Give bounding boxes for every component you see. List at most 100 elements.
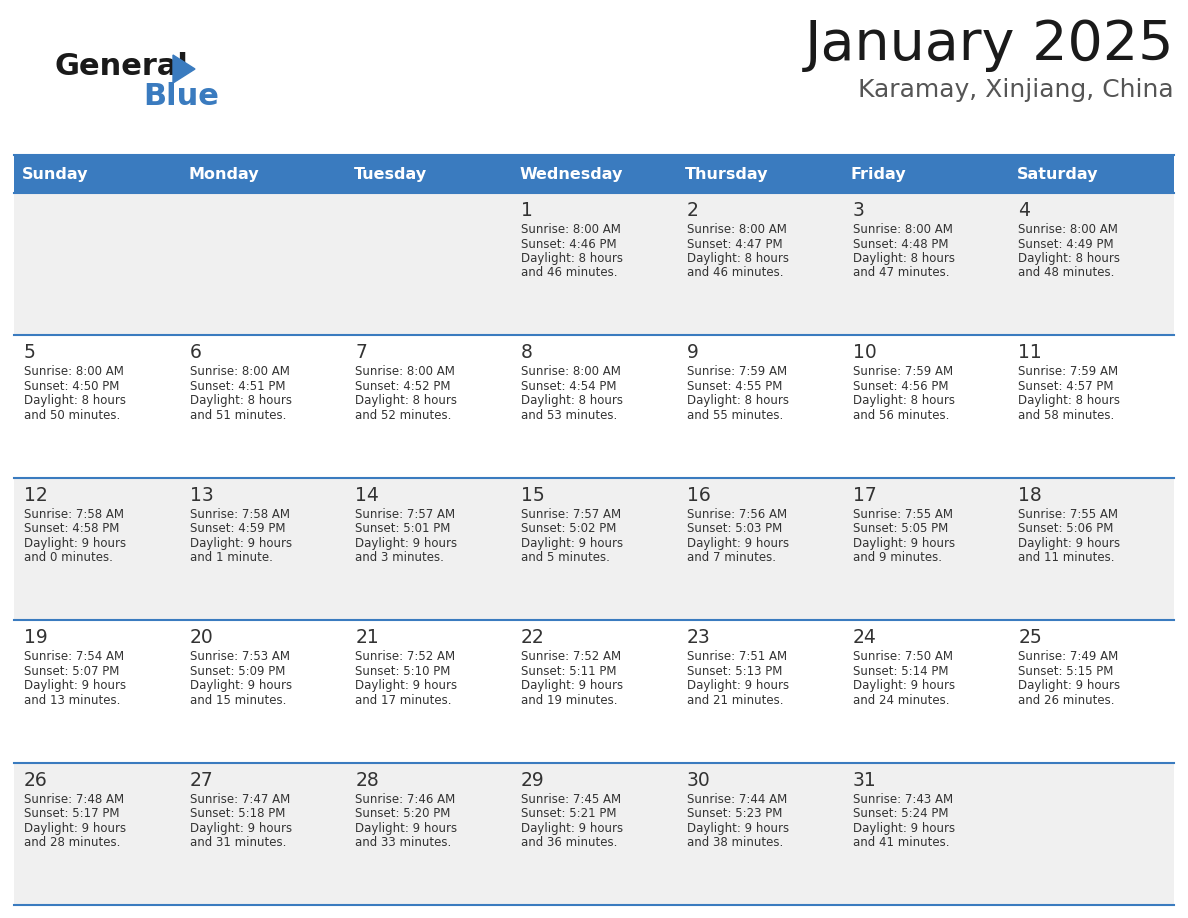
Text: Sunrise: 8:00 AM: Sunrise: 8:00 AM bbox=[687, 223, 786, 236]
Text: Sunrise: 7:55 AM: Sunrise: 7:55 AM bbox=[853, 508, 953, 521]
Text: 7: 7 bbox=[355, 343, 367, 363]
Text: Sunset: 5:03 PM: Sunset: 5:03 PM bbox=[687, 522, 782, 535]
Text: Sunset: 4:52 PM: Sunset: 4:52 PM bbox=[355, 380, 451, 393]
Text: and 36 minutes.: and 36 minutes. bbox=[522, 836, 618, 849]
Text: Sunrise: 8:00 AM: Sunrise: 8:00 AM bbox=[853, 223, 953, 236]
Text: 14: 14 bbox=[355, 486, 379, 505]
Text: Sunset: 5:13 PM: Sunset: 5:13 PM bbox=[687, 665, 782, 677]
Text: Sunset: 4:46 PM: Sunset: 4:46 PM bbox=[522, 238, 617, 251]
Text: Sunset: 5:24 PM: Sunset: 5:24 PM bbox=[853, 807, 948, 820]
Text: 28: 28 bbox=[355, 770, 379, 789]
Text: Daylight: 9 hours: Daylight: 9 hours bbox=[190, 822, 292, 834]
Text: Sunset: 5:10 PM: Sunset: 5:10 PM bbox=[355, 665, 450, 677]
Text: Sunrise: 7:53 AM: Sunrise: 7:53 AM bbox=[190, 650, 290, 663]
Text: Sunrise: 7:55 AM: Sunrise: 7:55 AM bbox=[1018, 508, 1118, 521]
Text: Daylight: 9 hours: Daylight: 9 hours bbox=[355, 822, 457, 834]
Text: 26: 26 bbox=[24, 770, 48, 789]
Text: Daylight: 9 hours: Daylight: 9 hours bbox=[190, 537, 292, 550]
Text: Sunset: 5:05 PM: Sunset: 5:05 PM bbox=[853, 522, 948, 535]
Text: Sunrise: 7:47 AM: Sunrise: 7:47 AM bbox=[190, 792, 290, 806]
Text: Daylight: 8 hours: Daylight: 8 hours bbox=[522, 252, 623, 265]
Text: Daylight: 9 hours: Daylight: 9 hours bbox=[687, 679, 789, 692]
Text: Sunrise: 7:59 AM: Sunrise: 7:59 AM bbox=[687, 365, 786, 378]
Text: Daylight: 8 hours: Daylight: 8 hours bbox=[853, 395, 954, 408]
Text: and 48 minutes.: and 48 minutes. bbox=[1018, 266, 1114, 279]
Text: 20: 20 bbox=[190, 628, 214, 647]
Text: Sunrise: 7:52 AM: Sunrise: 7:52 AM bbox=[355, 650, 455, 663]
Text: 29: 29 bbox=[522, 770, 545, 789]
Text: 10: 10 bbox=[853, 343, 877, 363]
Text: Sunset: 5:07 PM: Sunset: 5:07 PM bbox=[24, 665, 119, 677]
Text: and 28 minutes.: and 28 minutes. bbox=[24, 836, 120, 849]
Text: Sunrise: 8:00 AM: Sunrise: 8:00 AM bbox=[355, 365, 455, 378]
Text: Sunrise: 7:51 AM: Sunrise: 7:51 AM bbox=[687, 650, 786, 663]
Text: Sunrise: 7:58 AM: Sunrise: 7:58 AM bbox=[24, 508, 124, 521]
Text: Sunrise: 7:54 AM: Sunrise: 7:54 AM bbox=[24, 650, 124, 663]
Text: 1: 1 bbox=[522, 201, 533, 220]
Text: Daylight: 9 hours: Daylight: 9 hours bbox=[1018, 537, 1120, 550]
Text: 15: 15 bbox=[522, 486, 545, 505]
Text: Sunset: 4:54 PM: Sunset: 4:54 PM bbox=[522, 380, 617, 393]
Text: Sunday: Sunday bbox=[23, 166, 89, 182]
Text: Daylight: 9 hours: Daylight: 9 hours bbox=[687, 822, 789, 834]
Text: Daylight: 8 hours: Daylight: 8 hours bbox=[522, 395, 623, 408]
Text: Sunset: 5:14 PM: Sunset: 5:14 PM bbox=[853, 665, 948, 677]
Text: Wednesday: Wednesday bbox=[519, 166, 623, 182]
Text: Sunrise: 7:46 AM: Sunrise: 7:46 AM bbox=[355, 792, 456, 806]
Text: Sunrise: 7:44 AM: Sunrise: 7:44 AM bbox=[687, 792, 786, 806]
Text: and 46 minutes.: and 46 minutes. bbox=[687, 266, 783, 279]
Text: Sunset: 5:17 PM: Sunset: 5:17 PM bbox=[24, 807, 120, 820]
Text: 30: 30 bbox=[687, 770, 710, 789]
Text: and 5 minutes.: and 5 minutes. bbox=[522, 552, 609, 565]
Text: Sunrise: 7:45 AM: Sunrise: 7:45 AM bbox=[522, 792, 621, 806]
Bar bbox=[1009, 155, 1174, 193]
Text: 6: 6 bbox=[190, 343, 202, 363]
Text: Sunrise: 8:00 AM: Sunrise: 8:00 AM bbox=[1018, 223, 1118, 236]
Text: Daylight: 8 hours: Daylight: 8 hours bbox=[687, 395, 789, 408]
Text: Sunrise: 7:52 AM: Sunrise: 7:52 AM bbox=[522, 650, 621, 663]
Text: 13: 13 bbox=[190, 486, 214, 505]
Text: and 9 minutes.: and 9 minutes. bbox=[853, 552, 942, 565]
Text: 27: 27 bbox=[190, 770, 214, 789]
Text: Sunset: 5:21 PM: Sunset: 5:21 PM bbox=[522, 807, 617, 820]
Text: and 17 minutes.: and 17 minutes. bbox=[355, 694, 451, 707]
Text: and 50 minutes.: and 50 minutes. bbox=[24, 409, 120, 422]
Text: Sunset: 4:49 PM: Sunset: 4:49 PM bbox=[1018, 238, 1114, 251]
Text: and 3 minutes.: and 3 minutes. bbox=[355, 552, 444, 565]
Text: Sunset: 4:51 PM: Sunset: 4:51 PM bbox=[190, 380, 285, 393]
Text: and 15 minutes.: and 15 minutes. bbox=[190, 694, 286, 707]
Text: Sunset: 5:06 PM: Sunset: 5:06 PM bbox=[1018, 522, 1113, 535]
Text: 11: 11 bbox=[1018, 343, 1042, 363]
Text: Sunset: 4:48 PM: Sunset: 4:48 PM bbox=[853, 238, 948, 251]
Text: Sunset: 5:18 PM: Sunset: 5:18 PM bbox=[190, 807, 285, 820]
Bar bbox=[842, 155, 1009, 193]
Text: Sunrise: 7:59 AM: Sunrise: 7:59 AM bbox=[1018, 365, 1118, 378]
Text: and 52 minutes.: and 52 minutes. bbox=[355, 409, 451, 422]
Text: Daylight: 9 hours: Daylight: 9 hours bbox=[687, 537, 789, 550]
Text: Daylight: 9 hours: Daylight: 9 hours bbox=[355, 679, 457, 692]
Text: Tuesday: Tuesday bbox=[354, 166, 426, 182]
Text: Sunset: 4:55 PM: Sunset: 4:55 PM bbox=[687, 380, 782, 393]
Text: and 21 minutes.: and 21 minutes. bbox=[687, 694, 783, 707]
Text: 22: 22 bbox=[522, 628, 545, 647]
Text: Daylight: 9 hours: Daylight: 9 hours bbox=[190, 679, 292, 692]
Text: Thursday: Thursday bbox=[685, 166, 769, 182]
Text: and 13 minutes.: and 13 minutes. bbox=[24, 694, 120, 707]
Text: Daylight: 8 hours: Daylight: 8 hours bbox=[355, 395, 457, 408]
Text: Sunset: 5:20 PM: Sunset: 5:20 PM bbox=[355, 807, 450, 820]
Text: Sunset: 5:11 PM: Sunset: 5:11 PM bbox=[522, 665, 617, 677]
Text: Sunrise: 7:48 AM: Sunrise: 7:48 AM bbox=[24, 792, 124, 806]
Text: Sunrise: 8:00 AM: Sunrise: 8:00 AM bbox=[522, 365, 621, 378]
Text: 24: 24 bbox=[853, 628, 877, 647]
Text: 16: 16 bbox=[687, 486, 710, 505]
Text: Sunset: 4:58 PM: Sunset: 4:58 PM bbox=[24, 522, 119, 535]
Text: Sunset: 5:09 PM: Sunset: 5:09 PM bbox=[190, 665, 285, 677]
Text: and 7 minutes.: and 7 minutes. bbox=[687, 552, 776, 565]
Text: Daylight: 9 hours: Daylight: 9 hours bbox=[355, 537, 457, 550]
Text: and 26 minutes.: and 26 minutes. bbox=[1018, 694, 1114, 707]
Text: Daylight: 9 hours: Daylight: 9 hours bbox=[853, 679, 955, 692]
Text: and 38 minutes.: and 38 minutes. bbox=[687, 836, 783, 849]
Text: and 11 minutes.: and 11 minutes. bbox=[1018, 552, 1114, 565]
Text: Sunset: 5:15 PM: Sunset: 5:15 PM bbox=[1018, 665, 1113, 677]
Text: 19: 19 bbox=[24, 628, 48, 647]
